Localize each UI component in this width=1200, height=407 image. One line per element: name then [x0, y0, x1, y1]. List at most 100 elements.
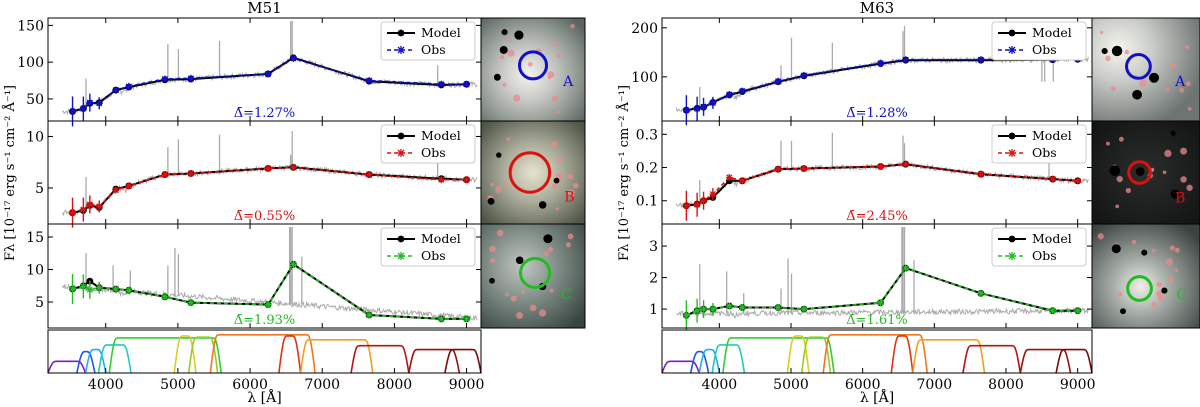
y-axis-label: Fλ [10⁻¹⁷ erg s⁻¹ cm⁻² Å⁻¹] — [616, 85, 632, 261]
masked-star — [487, 197, 495, 205]
obs-point — [1074, 177, 1082, 185]
hii-region-dot — [1180, 176, 1187, 183]
filter-curve — [444, 348, 482, 374]
hii-region-dot — [1117, 291, 1123, 297]
filter-curve — [890, 335, 914, 374]
obs-point — [289, 163, 297, 171]
y-tick-label: 100 — [631, 70, 658, 86]
hii-region-dot — [1180, 147, 1188, 155]
galaxy-thumbnail: C — [1091, 223, 1200, 329]
obs-point — [877, 299, 885, 307]
filter-curve — [822, 333, 928, 374]
hii-region-dot — [513, 94, 521, 102]
obs-point — [463, 80, 471, 88]
hii-region-dot — [1165, 258, 1173, 266]
obs-point — [800, 165, 808, 173]
obs-point — [437, 315, 445, 323]
hii-region-dot — [1151, 248, 1156, 253]
filter-curve — [661, 360, 701, 374]
region-aperture — [519, 256, 552, 289]
panel-title: M63 — [860, 0, 894, 17]
x-tick-label: 7000 — [304, 377, 340, 393]
hii-region-dot — [1165, 87, 1170, 92]
obs-point — [1049, 307, 1057, 315]
hii-region-dot — [1118, 136, 1124, 142]
sed-panel-m51-a: M51 50 100 150 Model Obs Δ̄=1.27% A — [17, 0, 586, 127]
y-tick-label: 150 — [17, 18, 44, 34]
y-tick-label: 0.2 — [636, 161, 658, 177]
hii-region-dot — [500, 55, 505, 60]
hii-region-dot — [572, 182, 579, 189]
masked-star — [1170, 130, 1176, 136]
obs-point — [187, 299, 195, 307]
y-tick-label: 10 — [26, 129, 44, 145]
hii-region-dot — [506, 137, 511, 142]
hii-region-dot — [1097, 233, 1104, 240]
obs-point — [738, 177, 746, 185]
filter-curve — [408, 348, 461, 374]
obs-point — [86, 200, 94, 208]
filter-curve — [97, 344, 132, 374]
filter-frame — [661, 329, 1093, 374]
obs-point — [187, 74, 195, 82]
obs-point — [365, 171, 373, 179]
thumbnail-background — [1091, 17, 1200, 122]
hii-region-dot — [496, 229, 504, 237]
region-aperture — [1127, 160, 1152, 185]
sed-panel-m63-c: 1 2 3 Model Obs Δ̄=1.61% C — [649, 223, 1200, 331]
region-label: C — [1176, 287, 1187, 303]
obs-point — [86, 286, 94, 294]
obs-point — [437, 80, 445, 88]
masked-star — [538, 201, 547, 209]
legend-obs-label: Obs — [1032, 145, 1057, 160]
hii-region-dot — [1156, 281, 1163, 288]
x-tick-label: 9000 — [449, 377, 485, 393]
obs-point — [700, 305, 708, 313]
hii-region-dot — [1115, 204, 1120, 209]
obs-point — [902, 56, 910, 64]
legend-model-marker — [1008, 235, 1016, 243]
panel-title: M51 — [247, 0, 281, 17]
obs-point — [86, 99, 94, 107]
legend-obs-marker — [1008, 46, 1016, 54]
obs-point — [774, 304, 782, 312]
hii-region-dot — [549, 288, 554, 293]
obs-point — [700, 197, 708, 205]
region-aperture — [1126, 275, 1153, 302]
obs-point — [95, 202, 103, 210]
masked-star — [1141, 249, 1148, 256]
obs-point — [977, 56, 985, 64]
masked-star — [501, 29, 508, 36]
legend-obs-marker — [1008, 252, 1016, 260]
obs-point — [800, 71, 808, 79]
hii-region-dot — [552, 183, 558, 189]
legend-obs-marker — [397, 46, 405, 54]
hii-region-dot — [548, 246, 554, 252]
y-tick-label: 100 — [17, 55, 44, 71]
y-tick-label: 15 — [26, 230, 44, 246]
masked-star — [1132, 89, 1142, 100]
obs-point — [95, 99, 103, 107]
filter-curve — [187, 336, 219, 374]
masked-star — [543, 234, 553, 244]
hii-region-dot — [1187, 107, 1192, 111]
obs-point — [463, 176, 471, 184]
obs-point — [161, 293, 169, 301]
masked-star — [514, 30, 524, 40]
thumbnail-background — [480, 17, 586, 122]
obs-point — [125, 286, 133, 294]
obs-point — [161, 171, 169, 179]
x-tick-label: 5000 — [160, 377, 196, 393]
obs-point — [693, 307, 701, 315]
galaxy-thumbnail: A — [1091, 17, 1200, 122]
hii-region-dot — [1099, 30, 1104, 35]
hii-region-dot — [495, 186, 502, 194]
hii-region-dot — [510, 295, 517, 302]
hii-region-dot — [1124, 49, 1130, 55]
filter-curve — [786, 335, 810, 374]
obs-point — [682, 202, 690, 210]
filter-curve — [800, 336, 832, 374]
masked-star — [1120, 308, 1126, 315]
x-tick-label: 6000 — [845, 377, 881, 393]
masked-star — [1111, 45, 1123, 57]
